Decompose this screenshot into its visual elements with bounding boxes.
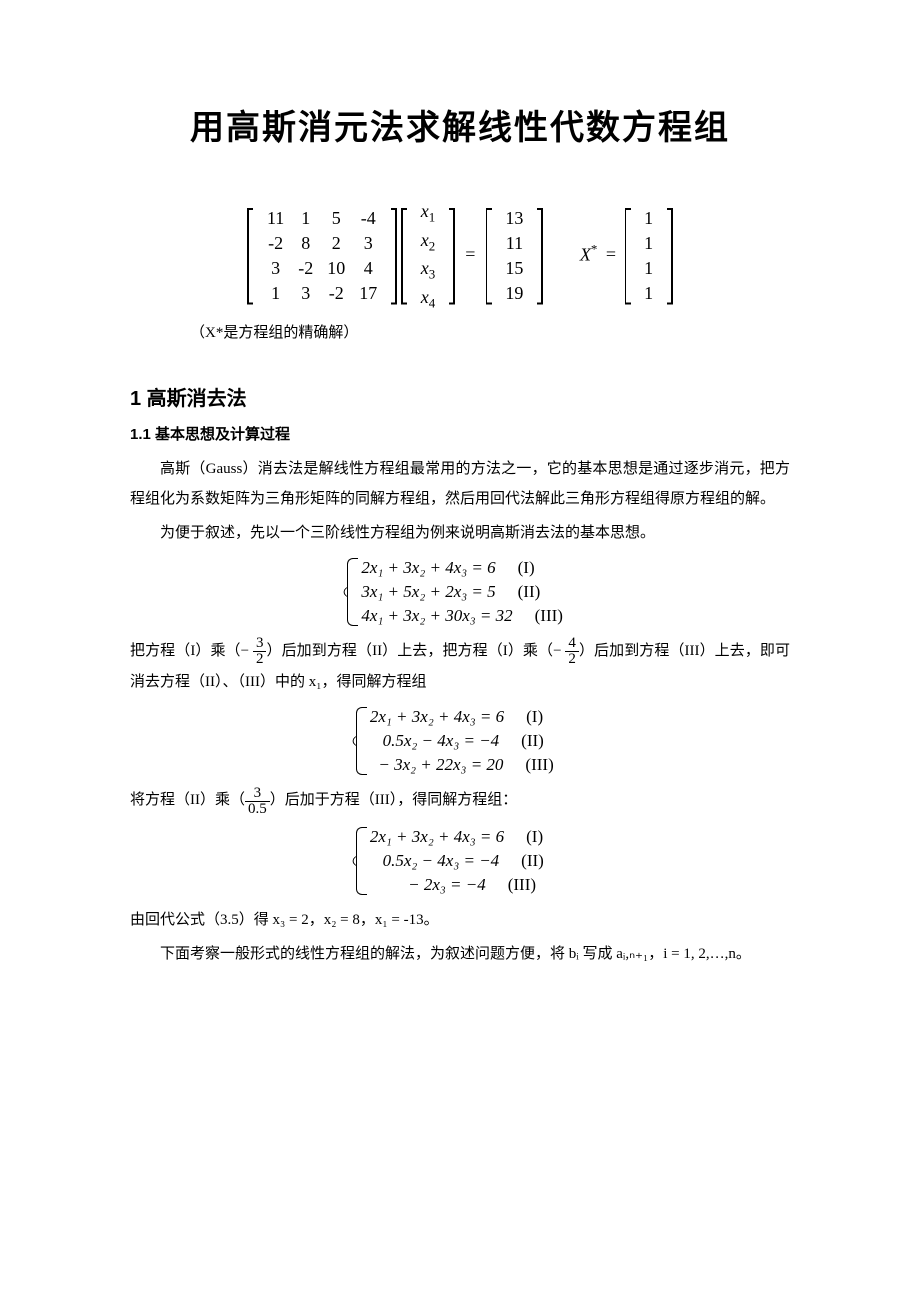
equals-sign: =	[465, 244, 475, 264]
system-A: 2x₁ + 3x₂ + 4x₃ = 6(I) 3x₁ + 5x₂ + 2x₃ =…	[130, 556, 790, 628]
vector-xstar: 1 1 1 1	[637, 206, 660, 306]
section-1-heading: 1 高斯消去法	[130, 382, 790, 411]
page-title: 用高斯消元法求解线性代数方程组	[130, 100, 790, 149]
paragraph-4: 将方程（II）乘（30.5）后加于方程（III），得同解方程组：	[130, 785, 790, 816]
paragraph-1: 高斯（Gauss）消去法是解线性方程组最常用的方法之一，它的基本思想是通过逐步消…	[130, 454, 790, 514]
xstar-label: X	[580, 244, 591, 264]
paragraph-5: 由回代公式（3.5）得 x₃ = 2，x₂ = 8，x₁ = -13。	[130, 905, 790, 935]
matrix-caption: （X*是方程组的精确解）	[190, 321, 790, 342]
vector-x: x1 x2 x3 x4	[414, 199, 442, 313]
matrix-equation: 1115-4 -2823 3-2104 13-217 x1 x2 x3 x4 =…	[130, 199, 790, 313]
system-B: 2x₁ + 3x₂ + 4x₃ = 6(I) 0.5x₂ − 4x₃ = −4(…	[130, 705, 790, 777]
matrix-A: 1115-4 -2823 3-2104 13-217	[260, 206, 384, 306]
paragraph-2: 为便于叙述，先以一个三阶线性方程组为例来说明高斯消去法的基本思想。	[130, 518, 790, 548]
paragraph-6: 下面考察一般形式的线性方程组的解法，为叙述问题方便，将 bᵢ 写成 aᵢ,ₙ₊₁…	[130, 939, 790, 969]
paragraph-3: 把方程（I）乘（− 32）后加到方程（II）上去，把方程（I）乘（− 42）后加…	[130, 636, 790, 697]
vector-b: 13 11 15 19	[498, 206, 530, 306]
section-1-1-heading: 1.1 基本思想及计算过程	[130, 423, 790, 444]
system-C: 2x₁ + 3x₂ + 4x₃ = 6(I) 0.5x₂ − 4x₃ = −4(…	[130, 825, 790, 897]
